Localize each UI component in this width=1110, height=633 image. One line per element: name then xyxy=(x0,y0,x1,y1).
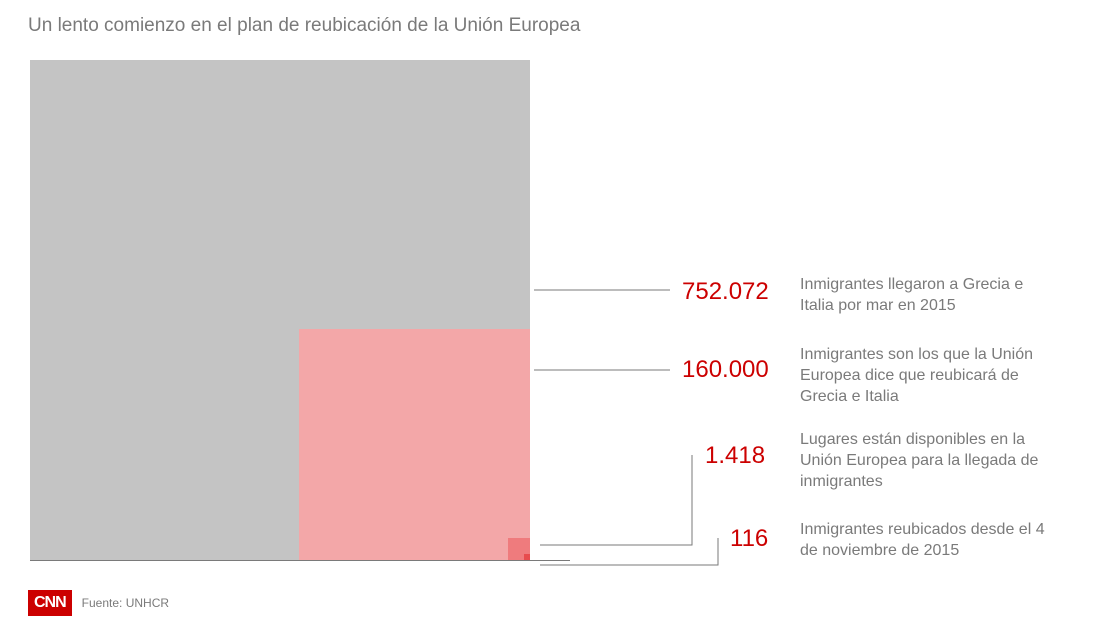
desc-label-0: Inmigrantes llegaron a Grecia e Italia p… xyxy=(800,275,1050,317)
value-label-3: 116 xyxy=(730,525,768,553)
value-label-2: 1.418 xyxy=(705,442,765,470)
cnn-logo: CNN xyxy=(28,590,72,616)
square-1 xyxy=(299,329,530,560)
chart-baseline xyxy=(30,560,570,561)
value-label-0: 752.072 xyxy=(682,278,769,306)
source-text: Fuente: UNHCR xyxy=(82,596,169,610)
desc-label-2: Lugares están disponibles en la Unión Eu… xyxy=(800,430,1060,492)
value-label-1: 160.000 xyxy=(682,356,769,384)
footer: CNN Fuente: UNHCR xyxy=(28,590,169,616)
desc-label-1: Inmigrantes son los que la Unión Europea… xyxy=(800,345,1050,407)
desc-label-3: Inmigrantes reubicados desde el 4 de nov… xyxy=(800,520,1060,562)
